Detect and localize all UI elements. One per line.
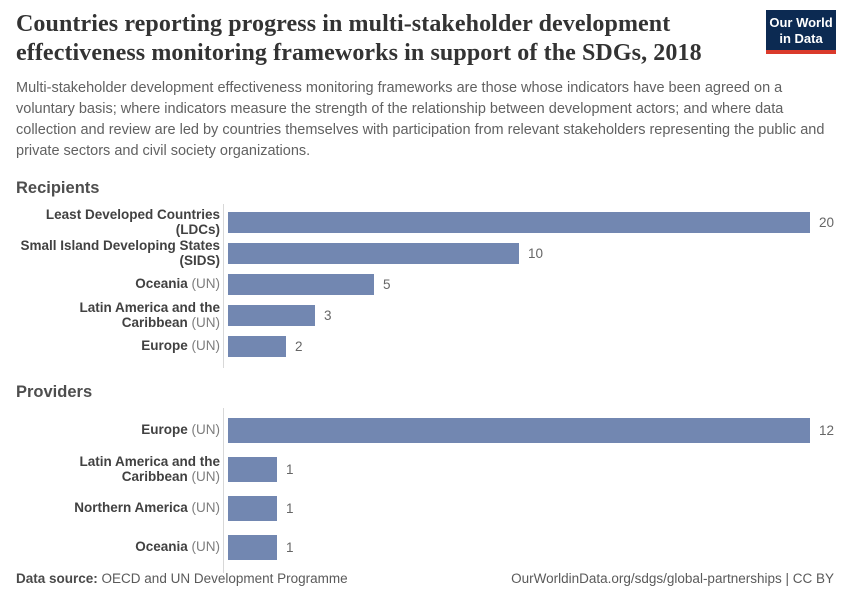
owid-logo[interactable]: Our World in Data (766, 10, 836, 54)
bar-value-label: 1 (286, 540, 294, 555)
bar[interactable] (228, 496, 277, 521)
bar-value-label: 5 (383, 277, 391, 292)
bar-area: 1 (228, 535, 834, 560)
category-label: Latin America and the Caribbean (UN) (79, 299, 221, 330)
bar-row: Latin America and the Caribbean (UN) 1 (16, 450, 834, 489)
bar[interactable] (227, 418, 810, 443)
bar-row: Small Island Developing States (SIDS) 10 (16, 238, 834, 269)
y-axis-line (223, 204, 224, 368)
bar-area: 12 (227, 418, 834, 443)
bar-area: 20 (227, 212, 834, 233)
category-label: Northern America (UN) (74, 500, 221, 516)
category-label-suffix: (UN) (187, 338, 221, 354)
bar-row: Least Developed Countries (LDCs) 20 (16, 207, 834, 238)
bar-value-label: 1 (286, 501, 294, 516)
category-label-suffix: (UN) (187, 539, 221, 555)
bar[interactable] (228, 243, 519, 264)
bar-value-label: 3 (324, 308, 332, 323)
bar-value-label: 2 (295, 339, 303, 354)
bar-row: Europe (UN) 2 (16, 331, 834, 362)
chart-subtitle: Multi-stakeholder development effectiven… (16, 80, 825, 159)
bar-value-label: 10 (528, 246, 544, 261)
bar[interactable] (228, 305, 315, 326)
bar-row: Northern America (UN) 1 (16, 489, 834, 528)
category-label-suffix: (UN) (187, 468, 221, 484)
bar[interactable] (228, 336, 286, 357)
bar-value-label: 1 (286, 462, 294, 477)
category-label: Europe (UN) (141, 338, 221, 354)
owid-logo-line1: Our World (769, 15, 833, 30)
data-source: Data source: OECD and UN Development Pro… (16, 571, 348, 586)
recipients-bar-chart: Least Developed Countries (LDCs) 20 Small … (16, 204, 834, 368)
bar-row: Oceania (UN) 1 (16, 528, 834, 567)
page-title: Countries reporting progress in multi-st… (16, 11, 702, 66)
chart-footer: Data source: OECD and UN Development Pro… (16, 571, 834, 586)
category-label-suffix: (UN) (187, 314, 221, 330)
bar-row: Latin America and the Caribbean (UN) 3 (16, 300, 834, 331)
data-source-value: OECD and UN Development Programme (101, 571, 348, 586)
bar-area: 2 (228, 336, 834, 357)
bar-area: 5 (228, 274, 834, 295)
bar-area: 10 (228, 243, 834, 264)
section-title-providers: Providers (16, 383, 93, 401)
category-label: Europe (UN) (141, 422, 220, 438)
category-label-suffix: (UN) (187, 500, 221, 516)
bar-value-label: 12 (818, 423, 834, 438)
y-axis-line (223, 408, 224, 573)
bar-value-label: 20 (818, 215, 834, 230)
bar[interactable] (228, 457, 277, 482)
category-label: Oceania (UN) (135, 276, 221, 292)
owid-url-license[interactable]: OurWorldinData.org/sdgs/global-partnersh… (511, 571, 834, 586)
bar[interactable] (228, 535, 277, 560)
bar-area: 1 (228, 457, 834, 482)
bar-row: Europe (UN) 12 (16, 411, 834, 450)
providers-bar-chart: Europe (UN) 12 Latin America and the Carib… (16, 408, 834, 573)
category-label-suffix: (UN) (187, 422, 220, 438)
category-label: Small Island Developing States (SIDS) (20, 237, 220, 268)
owid-logo-line2: in Data (779, 31, 823, 46)
data-source-label: Data source: (16, 571, 98, 586)
bar-area: 3 (228, 305, 834, 326)
bar-row: Oceania (UN) 5 (16, 269, 834, 300)
category-label: Oceania (UN) (135, 539, 221, 555)
category-label: Latin America and the Caribbean (UN) (79, 453, 221, 484)
section-title-recipients: Recipients (16, 179, 100, 197)
bar[interactable] (228, 274, 374, 295)
category-label-suffix: (UN) (187, 276, 221, 292)
category-label: Least Developed Countries (LDCs) (45, 206, 220, 237)
bar-area: 1 (228, 496, 834, 521)
bar[interactable] (227, 212, 810, 233)
